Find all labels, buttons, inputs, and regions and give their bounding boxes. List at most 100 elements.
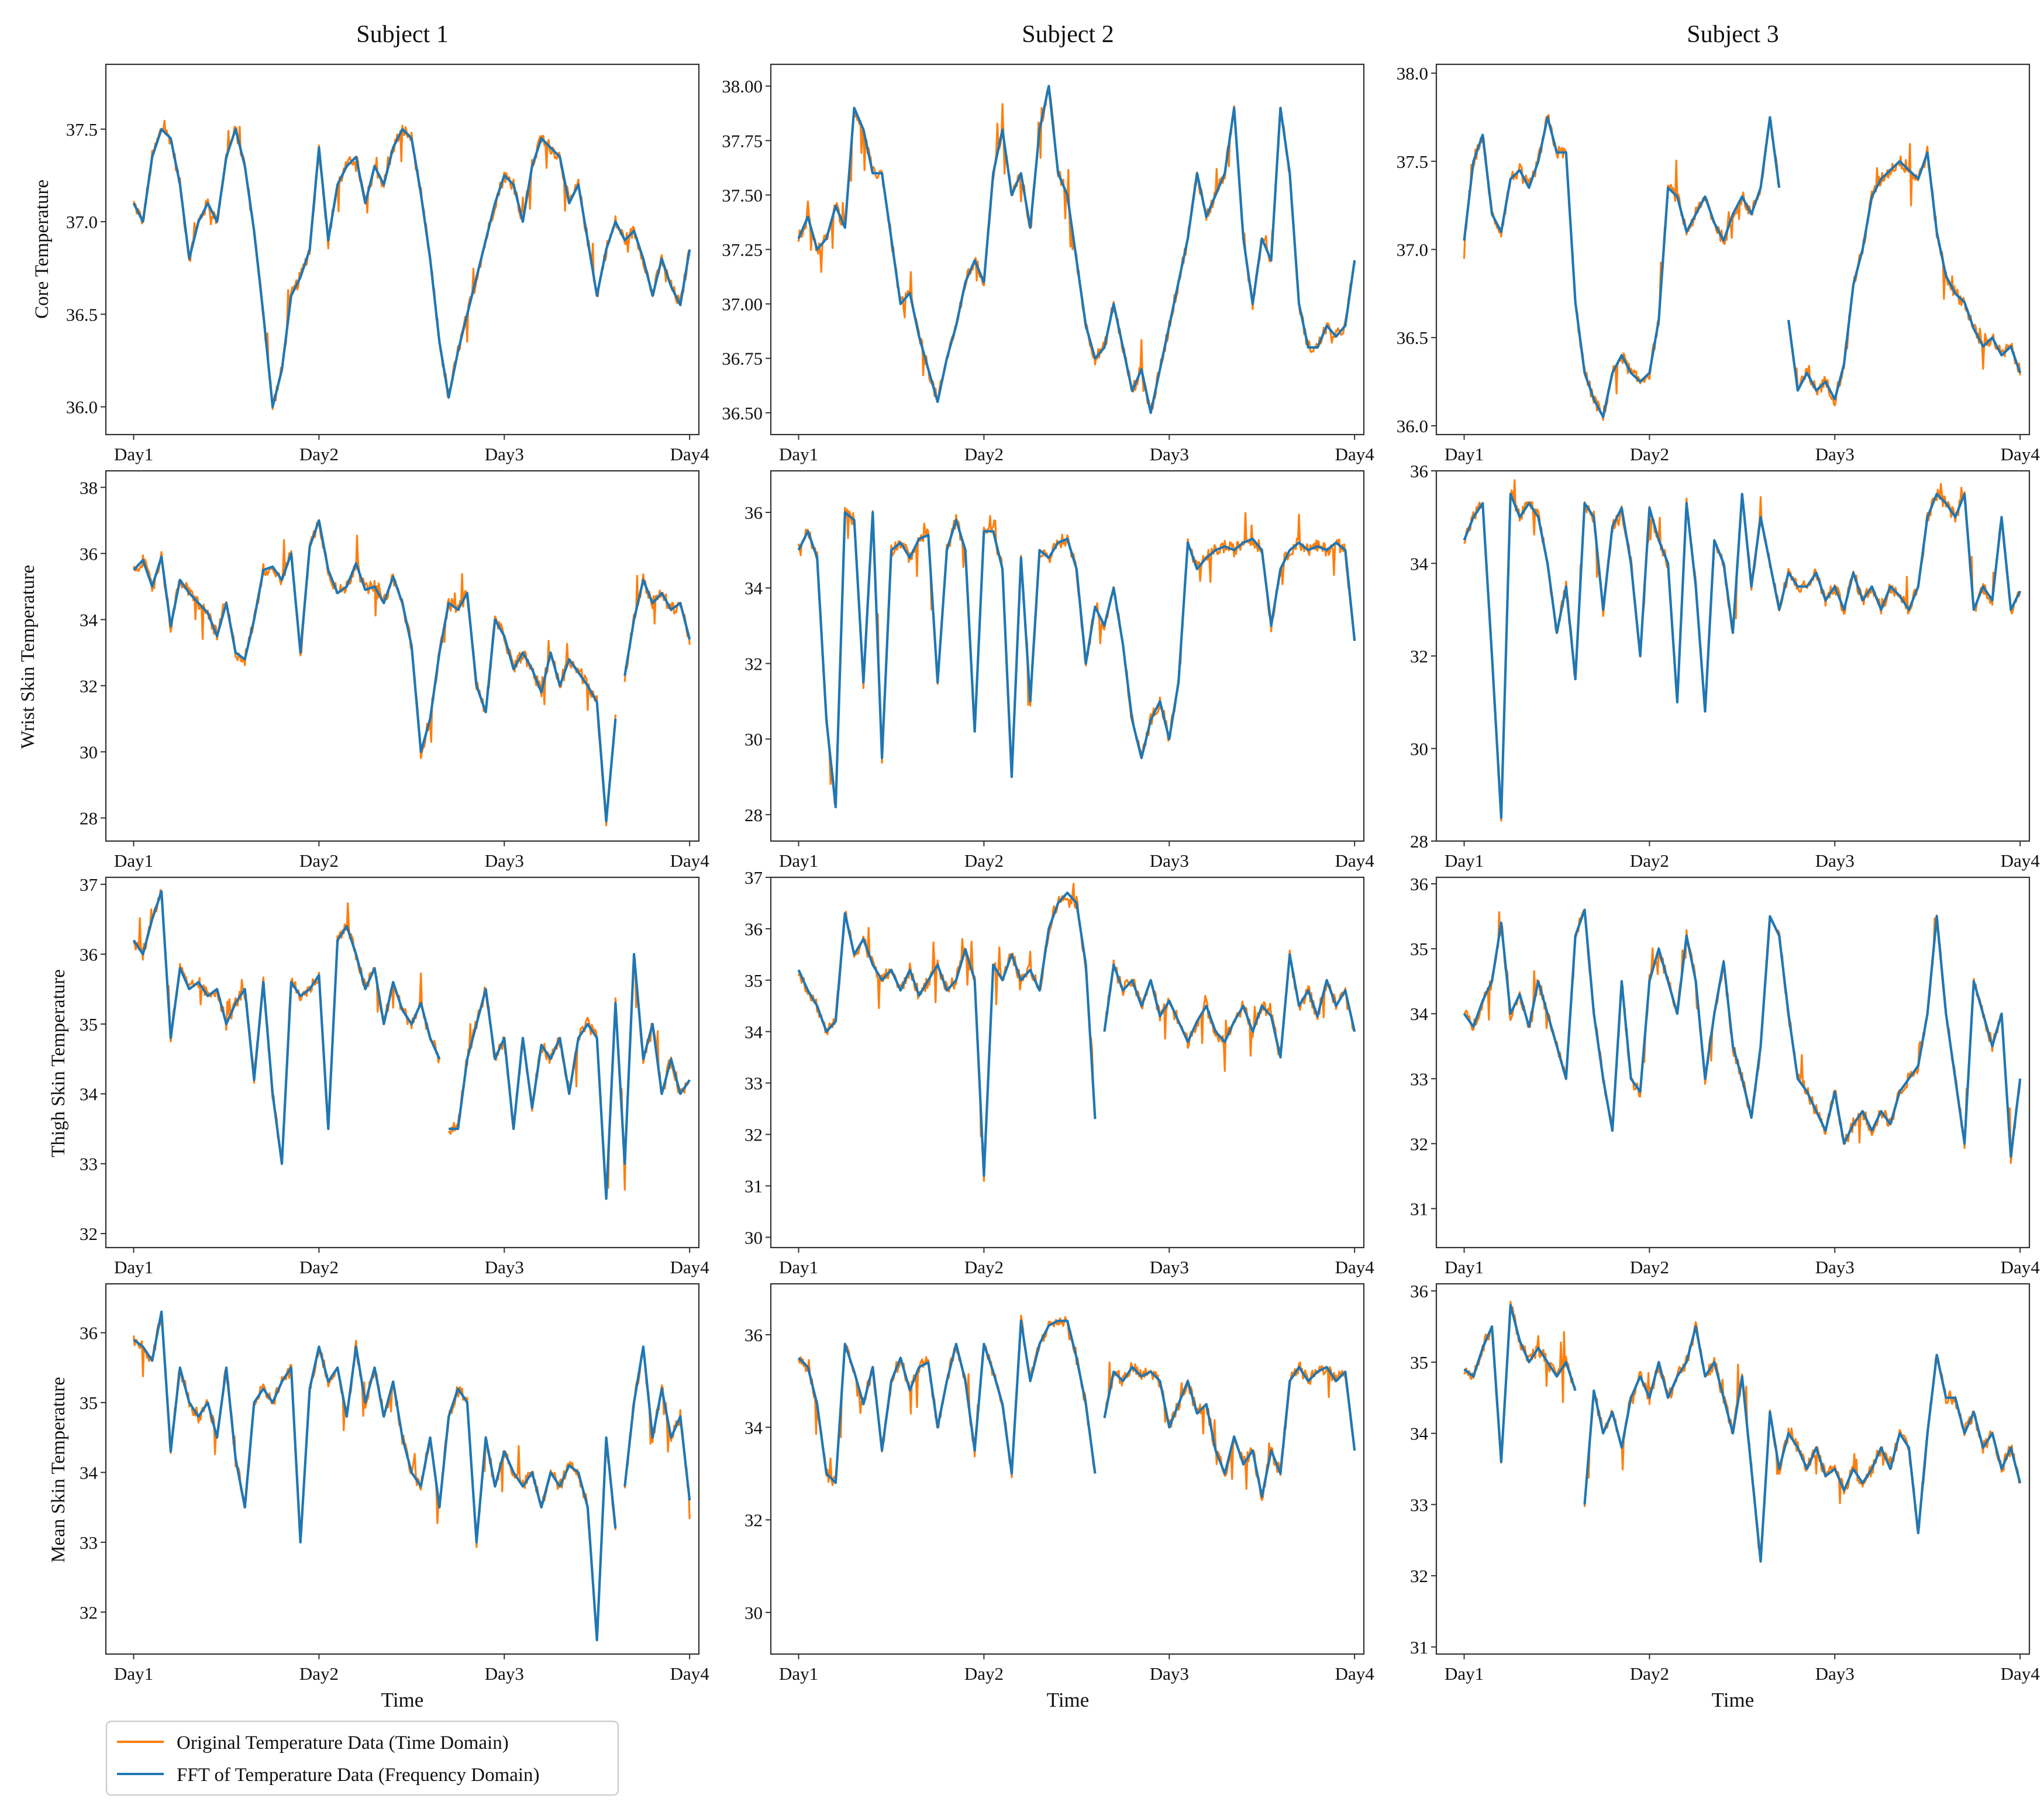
series-fft-segment-2 [1787,151,2022,401]
xtick-label: Day3 [485,850,524,871]
xtick-label: Day2 [1630,1257,1669,1277]
panel-frame [1435,1283,2031,1655]
panel-r4-c3: 31 32 33 34 35 36 Day1 Day2 Day3 Day4 [1410,1281,2040,1684]
ytick-label: 34 [80,609,98,630]
panel-series [1463,479,2022,822]
ylabel-mean-skin-temperature: Mean Skin Temperature [48,1377,69,1563]
ytick-label: 37.00 [722,294,763,315]
xtick-label: Day4 [1335,1663,1375,1684]
series-fft-segment-1 [1463,908,2022,1158]
panel-r2-c3: 28 30 32 34 36 Day1 Day2 Day3 Day4 [1410,461,2040,871]
panel-r3-c3: 31 32 33 34 35 36 Day1 Day2 Day3 Day4 [1410,874,2040,1277]
series-original-segment-1 [133,889,440,1165]
xtick-label: Day3 [485,444,524,464]
ytick-label: 36 [1410,461,1428,481]
ytick-label: 36.50 [722,403,763,423]
ytick-label: 34 [1410,1424,1429,1444]
series-fft-segment-1 [1463,116,1781,418]
series-fft-segment-1 [797,85,1356,414]
panel-r3-c2: 30 31 32 33 34 35 36 37 Day1 Day2 Day3 Day4 [744,867,1374,1277]
legend-frame [105,1720,619,1796]
ytick-label: 30 [744,729,763,750]
series-fft-segment-1 [797,891,1097,1177]
ytick-label: 36.5 [1397,328,1428,348]
ytick-label: 34 [744,1022,763,1042]
xlabel-col-3: Time [1712,1689,1755,1711]
xtick-label: Day4 [2001,444,2040,464]
xtick-label: Day3 [1815,444,1855,464]
panel-r2-c1: 28 30 32 34 36 38 Day1 Day2 Day3 Day4 [80,470,709,871]
ytick-label: 33 [80,1532,98,1553]
panel-frame [105,876,700,1249]
xtick-label: Day3 [1815,1663,1855,1684]
xtick-label: Day3 [1815,850,1855,871]
ytick-label: 32 [80,1224,98,1244]
ytick-label: 28 [744,805,763,825]
ytick-label: 34 [80,1462,98,1483]
series-original-segment-2 [1583,1321,2021,1558]
ytick-label: 35 [1410,1352,1428,1373]
ytick-label: 35 [744,970,763,991]
ytick-label: 31 [744,1176,763,1197]
panel-r2-c2: 28 30 32 34 36 Day1 Day2 Day3 Day4 [744,470,1374,871]
series-original-segment-1 [797,1314,1096,1486]
xtick-label: Day2 [964,444,1004,464]
panel-series [132,519,691,826]
series-original-segment-1 [1463,1300,1576,1464]
panel-r4-c2: 30 32 34 36 Day1 Day2 Day3 Day4 [744,1283,1375,1684]
panel-series [797,507,1356,808]
ytick-label: 36.5 [66,304,98,325]
ytick-label: 36 [80,944,98,964]
series-original-segment-2 [1103,949,1356,1072]
series-fft-segment-2 [623,578,691,676]
panel-series [797,1314,1356,1501]
ytick-label: 37.75 [722,130,763,151]
panel-r1-c2: 36.50 36.75 37.00 37.25 37.50 37.75 38.00 Day1 D… [722,63,1374,464]
column-title-subject-2: Subject 2 [1022,21,1114,48]
xtick-label: Day2 [964,850,1004,871]
ytick-label: 34 [744,1417,763,1438]
series-fft-segment-1 [797,511,1356,808]
series-fft-segment-1 [132,519,617,823]
panel-frame [105,1283,700,1655]
xtick-label: Day3 [1150,444,1189,464]
ytick-label: 33 [744,1073,763,1094]
series-original-segment-1 [132,522,616,826]
xtick-label: Day1 [779,1663,818,1684]
xtick-label: Day4 [2001,1663,2040,1684]
xtick-label: Day3 [485,1257,524,1277]
legend: Original Temperature Data (Time Domain) … [105,1720,619,1796]
ytick-label: 36.75 [722,349,763,369]
legend-label-fft: FFT of Temperature Data (Frequency Domai… [177,1765,540,1786]
panel-r1-c3: 36.0 36.5 37.0 37.5 38.0 Day1 Day2 Day3 Day4 [1397,63,2040,464]
ytick-label: 37.0 [66,212,98,232]
xtick-label: Day2 [299,1257,339,1277]
ytick-label: 30 [80,742,98,762]
ytick-label: 28 [1410,831,1428,852]
panel-series [132,119,691,411]
ytick-label: 36 [744,919,763,939]
series-fft-segment-2 [1103,953,1356,1059]
ytick-label: 37.0 [1397,240,1428,260]
ytick-label: 31 [1410,1198,1428,1219]
xtick-label: Day3 [1150,850,1189,871]
xtick-label: Day2 [299,444,339,464]
ytick-label: 38.00 [722,76,763,97]
ytick-label: 36.0 [1397,416,1428,436]
xtick-label: Day4 [670,1663,710,1684]
xtick-label: Day2 [1630,444,1669,464]
xtick-label: Day4 [670,1257,710,1277]
xtick-label: Day3 [1150,1663,1189,1684]
ytick-label: 30 [1410,739,1428,759]
series-fft-segment-1 [798,1320,1097,1484]
xtick-label: Day3 [1815,1257,1855,1277]
ytick-label: 35 [80,1014,98,1035]
ylabel-core-temperature: Core Temperature [32,180,53,319]
ytick-label: 33 [1410,1494,1428,1515]
series-original-segment-2 [623,1352,691,1520]
panel-series [797,85,1356,414]
series-fft-segment-2 [1103,1366,1356,1498]
xlabel-col-1: Time [381,1689,424,1711]
